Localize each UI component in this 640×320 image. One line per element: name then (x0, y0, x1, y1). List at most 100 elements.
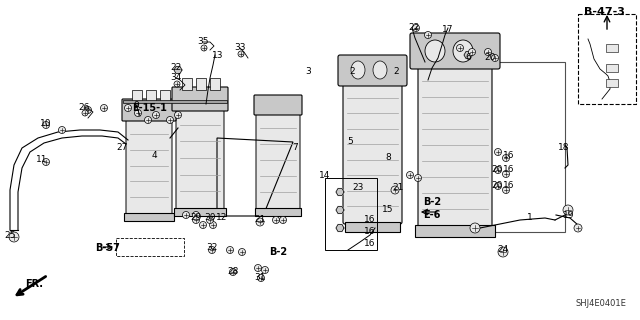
Text: E-15-1: E-15-1 (132, 103, 168, 113)
Circle shape (209, 221, 216, 228)
Text: 20: 20 (484, 53, 496, 62)
Text: 8: 8 (385, 154, 391, 163)
FancyBboxPatch shape (126, 116, 172, 215)
Text: 22: 22 (170, 63, 182, 73)
Bar (325, 178, 377, 250)
Circle shape (193, 217, 200, 223)
Bar (196, 78, 206, 90)
Ellipse shape (351, 61, 365, 79)
FancyBboxPatch shape (410, 33, 500, 69)
Text: 7: 7 (292, 143, 298, 153)
Circle shape (255, 265, 262, 271)
Text: 35: 35 (197, 37, 209, 46)
Circle shape (227, 246, 234, 253)
Circle shape (166, 116, 173, 124)
Text: B-2: B-2 (423, 197, 441, 207)
Text: 20: 20 (492, 165, 502, 174)
Text: 13: 13 (212, 51, 224, 60)
Circle shape (492, 54, 499, 61)
Text: 11: 11 (36, 156, 48, 164)
FancyBboxPatch shape (122, 99, 176, 121)
Circle shape (42, 122, 49, 129)
Text: 2: 2 (393, 68, 399, 76)
Bar (160, 90, 170, 102)
Circle shape (502, 155, 509, 162)
Circle shape (239, 249, 246, 255)
Text: 24: 24 (497, 245, 509, 254)
Circle shape (209, 246, 216, 253)
Bar (116, 238, 184, 256)
Circle shape (502, 187, 509, 194)
Text: 29: 29 (190, 213, 202, 222)
Text: 16: 16 (503, 180, 515, 189)
Circle shape (413, 25, 419, 31)
Text: 1: 1 (527, 213, 533, 222)
Text: 14: 14 (319, 171, 331, 180)
Circle shape (145, 116, 152, 124)
Circle shape (484, 49, 492, 55)
Circle shape (152, 111, 159, 118)
Text: 33: 33 (234, 44, 246, 52)
Text: B-57: B-57 (95, 243, 120, 253)
Text: 20: 20 (492, 180, 502, 189)
Circle shape (280, 217, 287, 223)
Circle shape (238, 51, 244, 57)
Bar (606, 44, 618, 52)
Circle shape (182, 212, 189, 219)
Circle shape (42, 158, 49, 165)
Circle shape (502, 171, 509, 178)
Circle shape (495, 148, 502, 156)
Text: SHJ4E0401E: SHJ4E0401E (575, 299, 626, 308)
Text: 18: 18 (558, 143, 570, 153)
FancyBboxPatch shape (418, 63, 492, 227)
Circle shape (9, 232, 19, 242)
Text: B-2: B-2 (269, 247, 287, 257)
Circle shape (230, 268, 237, 276)
Circle shape (563, 205, 573, 215)
FancyBboxPatch shape (338, 55, 407, 86)
FancyBboxPatch shape (256, 110, 300, 210)
Text: 26: 26 (78, 103, 90, 113)
Text: 10: 10 (40, 118, 52, 127)
Bar (420, 62, 565, 232)
Bar (606, 64, 618, 72)
Text: 23: 23 (352, 183, 364, 193)
Text: 17: 17 (442, 26, 454, 35)
Bar (415, 225, 495, 237)
Text: 3: 3 (305, 68, 311, 76)
Text: 19: 19 (563, 211, 575, 220)
Text: 30: 30 (204, 213, 216, 222)
Circle shape (456, 44, 463, 52)
Ellipse shape (425, 40, 445, 62)
Bar (606, 79, 618, 87)
Circle shape (201, 45, 207, 51)
Text: 22: 22 (408, 23, 420, 33)
Text: FR.: FR. (25, 279, 43, 289)
Circle shape (82, 110, 88, 116)
Text: 12: 12 (216, 213, 228, 222)
Bar (578, 14, 636, 104)
Circle shape (406, 172, 413, 179)
Text: 16: 16 (503, 165, 515, 174)
Polygon shape (336, 206, 344, 213)
FancyBboxPatch shape (176, 106, 224, 210)
Text: 9: 9 (133, 100, 139, 109)
Bar (345, 222, 400, 232)
Bar (174, 208, 226, 216)
Bar (255, 208, 301, 216)
Circle shape (175, 111, 182, 118)
Bar (146, 90, 156, 102)
Circle shape (257, 275, 264, 282)
Text: 5: 5 (347, 138, 353, 147)
Bar (123, 100, 227, 103)
Circle shape (193, 212, 200, 219)
Text: 16: 16 (364, 239, 376, 249)
Circle shape (84, 107, 92, 114)
Ellipse shape (453, 40, 473, 62)
Circle shape (58, 126, 65, 133)
Circle shape (574, 224, 582, 232)
FancyBboxPatch shape (254, 95, 302, 115)
FancyBboxPatch shape (343, 80, 402, 224)
Polygon shape (174, 67, 182, 74)
Circle shape (498, 247, 508, 257)
